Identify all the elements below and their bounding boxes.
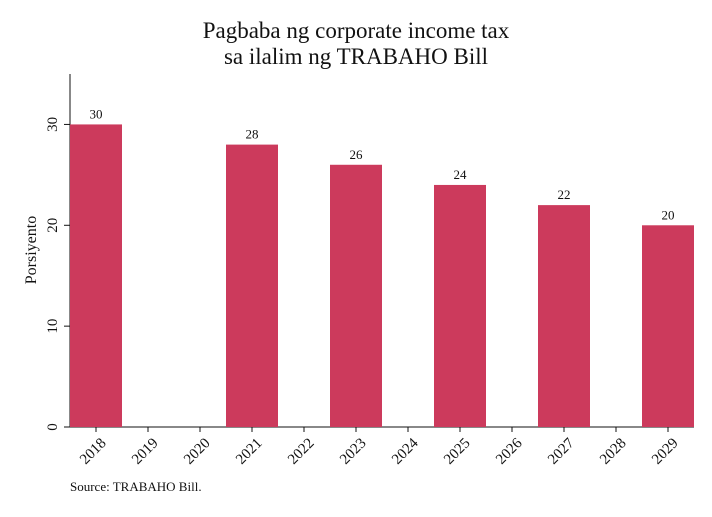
bar [538, 205, 590, 427]
y-tick-label: 20 [45, 218, 61, 233]
x-tick-label: 2021 [233, 435, 266, 468]
chart-title-line-2: sa ilalim ng TRABAHO Bill [223, 44, 489, 69]
x-tick-label: 2024 [389, 435, 422, 468]
bar [70, 124, 122, 427]
data-label: 26 [350, 147, 364, 162]
bar [226, 144, 278, 427]
data-labels: 30 28 26 24 22 20 [90, 106, 675, 222]
x-tick-label: 2029 [649, 435, 682, 468]
data-label: 22 [558, 187, 571, 202]
y-axis: 0 10 20 30 [45, 74, 71, 431]
y-axis-label: Porsiyento [23, 216, 40, 284]
chart-title-line-1: Pagbaba ng corporate income tax [202, 18, 510, 43]
x-tick-label: 2027 [545, 435, 578, 468]
bar [434, 184, 486, 427]
source-note: Source: TRABAHO Bill. [70, 479, 202, 494]
data-label: 28 [246, 127, 259, 142]
y-tick-label: 0 [45, 423, 61, 431]
x-tick-label: 2025 [441, 435, 474, 468]
x-tick-label: 2019 [129, 435, 162, 468]
x-tick-label: 2028 [597, 435, 630, 468]
y-tick-label: 10 [45, 319, 61, 334]
data-label: 24 [454, 167, 468, 182]
x-tick-label: 2026 [493, 435, 526, 468]
y-tick-label: 30 [45, 117, 61, 132]
x-tick-label: 2018 [77, 435, 110, 468]
data-label: 30 [90, 106, 103, 121]
x-tick-label: 2023 [337, 435, 370, 468]
x-tick-label: 2020 [181, 435, 214, 468]
bars [70, 124, 694, 427]
data-label: 20 [662, 207, 675, 222]
bar [642, 225, 694, 427]
bar [330, 164, 382, 427]
x-axis: 2018 2019 2020 2021 2022 2023 2024 2025 2026 2027… [70, 426, 694, 468]
x-tick-label: 2022 [285, 435, 318, 468]
